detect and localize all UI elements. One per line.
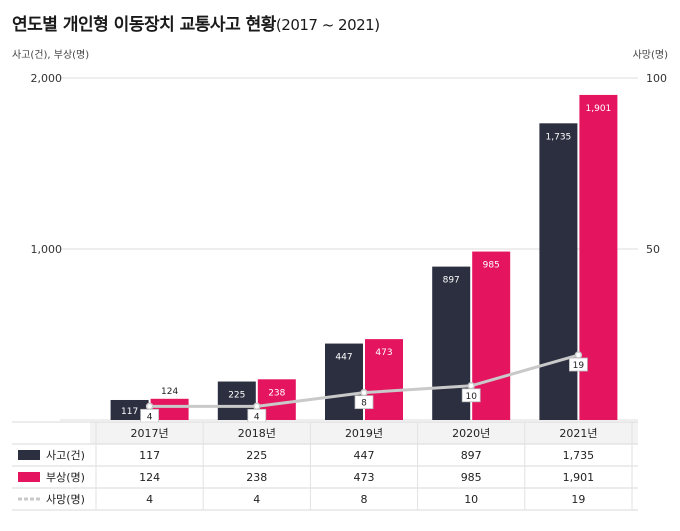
table-cell: 10 <box>464 493 478 506</box>
bar-label-accident: 897 <box>443 276 460 286</box>
table-cell: 238 <box>246 471 267 484</box>
table-cell: 19 <box>571 493 585 506</box>
legend-label: 사고(건) <box>46 449 85 462</box>
category-label: 2018년 <box>238 427 276 440</box>
bar-label-accident: 117 <box>121 407 138 417</box>
death-label: 10 <box>465 392 477 402</box>
right-tick-label: 100 <box>646 72 667 85</box>
category-label: 2019년 <box>345 427 383 440</box>
table-cell: 225 <box>246 449 267 462</box>
death-label: 4 <box>254 412 260 422</box>
table-cell: 985 <box>461 471 482 484</box>
death-label-box <box>461 388 481 403</box>
death-point <box>467 382 475 390</box>
table-cell: 897 <box>461 449 482 462</box>
table-cell: 8 <box>361 493 368 506</box>
table-cell: 473 <box>354 471 375 484</box>
right-axis-unit: 사망(명) <box>632 50 668 61</box>
death-point <box>360 388 368 397</box>
table-cell: 124 <box>139 471 160 484</box>
bar-accident <box>110 399 149 420</box>
bar-label-accident: 225 <box>228 391 245 401</box>
category-label: 2020년 <box>452 427 490 440</box>
chart-title-range: (2017 ~ 2021) <box>275 16 380 34</box>
bar-label-accident: 447 <box>335 353 352 363</box>
legend-label: 부상(명) <box>46 471 85 484</box>
chart-title-main: 연도별 개인형 이동장치 교통사고 현황 <box>12 15 276 35</box>
chart-title: 연도별 개인형 이동장치 교통사고 현황(2017 ~ 2021) <box>12 10 380 35</box>
death-point <box>145 402 154 411</box>
death-point <box>574 351 583 359</box>
table-cell: 1,901 <box>563 471 595 484</box>
table-cell: 4 <box>146 493 153 506</box>
bar-accident <box>539 123 578 420</box>
category-label: 2017년 <box>131 427 169 440</box>
death-label-box <box>569 357 588 372</box>
death-label: 4 <box>147 412 153 422</box>
death-label: 8 <box>361 399 367 409</box>
legend-label: 사망(명) <box>46 493 85 506</box>
left-tick-label: 1,000 <box>31 243 63 256</box>
bar-injury <box>150 398 189 420</box>
table-header-bg <box>90 422 638 444</box>
table-cell: 447 <box>354 449 375 462</box>
legend-swatch <box>18 472 40 482</box>
table-cell: 117 <box>139 449 160 462</box>
bar-label-injury: 473 <box>375 348 392 358</box>
bar-label-injury: 985 <box>483 261 500 271</box>
death-label-box <box>354 395 374 410</box>
category-label: 2021년 <box>559 427 597 440</box>
left-tick-label: 2,000 <box>31 72 63 85</box>
table-cell: 4 <box>253 493 260 506</box>
bar-label-injury: 238 <box>268 388 285 398</box>
bar-label-injury: 124 <box>161 387 178 397</box>
left-axis-unit: 사고(건), 부상(명) <box>12 50 90 61</box>
table-cell: 1,735 <box>563 449 595 462</box>
bar-label-injury: 1,901 <box>586 104 612 114</box>
right-tick-label: 50 <box>646 243 660 256</box>
legend-swatch <box>18 450 40 460</box>
bar-label-accident: 1,735 <box>546 132 572 142</box>
death-point <box>253 402 261 411</box>
death-label: 19 <box>573 361 585 371</box>
